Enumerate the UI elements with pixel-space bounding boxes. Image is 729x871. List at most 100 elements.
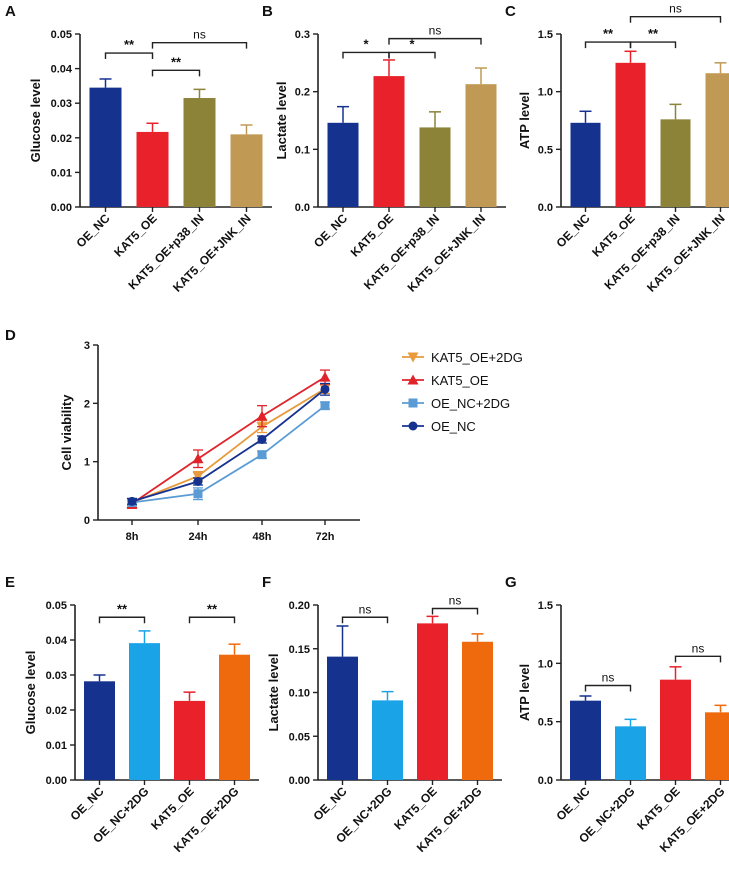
bar — [89, 87, 122, 207]
panel-label: F — [262, 574, 271, 591]
y-tick-label: 0 — [84, 515, 90, 527]
significance-label: ns — [669, 2, 682, 16]
chart-panel-a: A 0.00 0.01 0.02 0.03 0.04 0.05 Glucose level OE… — [5, 3, 272, 295]
legend-label: OE_NC — [431, 419, 476, 434]
legend-label: KAT5_OE+2DG — [431, 350, 523, 365]
bar — [465, 84, 497, 207]
y-tick-label: 0.01 — [46, 740, 67, 752]
bar — [174, 700, 205, 780]
series-marker — [257, 450, 267, 460]
significance-bracket — [151, 41, 248, 49]
series-marker — [256, 410, 268, 421]
chart-panel-d: D 0 1 2 3 Cell viability 8h 24h 48h 72h KAT5_OE+2D… — [5, 327, 523, 543]
significance-bracket — [584, 41, 632, 49]
y-tick-label: 1.0 — [538, 87, 553, 99]
bar — [373, 76, 405, 207]
series-line — [131, 404, 326, 504]
x-tick-label: OE_NC — [73, 211, 112, 250]
series-marker — [320, 401, 330, 411]
series-marker — [192, 471, 204, 482]
x-tick-label: 24h — [189, 531, 208, 543]
x-tick-label: KAT5_OE+JNK_IN — [405, 211, 489, 295]
significance-label: ** — [171, 54, 182, 69]
y-tick-label: 1.5 — [538, 29, 553, 41]
y-tick-label: 0.0 — [538, 775, 553, 787]
significance-label: ns — [602, 671, 615, 685]
x-tick-label: OE_NC — [553, 211, 592, 250]
y-tick-label: 0.05 — [46, 600, 67, 612]
x-tick-label: KAT5_OE+p38_IN — [601, 211, 682, 292]
y-tick-label: 0.00 — [46, 775, 67, 787]
y-axis-label: Lactate level — [274, 81, 289, 159]
significance-bracket — [388, 37, 482, 45]
y-tick-label: 0.02 — [46, 705, 67, 717]
series-marker — [127, 496, 137, 506]
series-marker — [192, 453, 204, 464]
legend-item: OE_NC — [402, 419, 476, 434]
y-tick-label: 0.2 — [295, 87, 310, 99]
bar — [183, 98, 216, 207]
significance-bracket — [674, 655, 722, 663]
y-axis-label: Glucose level — [23, 651, 38, 735]
y-tick-label: 1.0 — [538, 658, 553, 670]
bar — [615, 62, 646, 208]
series-marker — [257, 435, 267, 444]
y-axis-label: ATP level — [517, 664, 532, 721]
x-tick-label: 8h — [126, 531, 139, 543]
y-tick-label: 1.5 — [538, 600, 553, 612]
bar — [219, 654, 250, 780]
panel-label: G — [505, 574, 517, 591]
panel-label: E — [5, 574, 15, 591]
significance-label: ** — [603, 26, 614, 41]
panel-label: C — [505, 3, 516, 20]
series-marker — [319, 371, 331, 382]
panel-label: A — [5, 3, 16, 20]
panel-label: D — [5, 327, 16, 344]
y-tick-label: 0.5 — [538, 144, 553, 156]
bar — [705, 712, 729, 780]
series-kat5-oe-2dg — [126, 383, 331, 508]
y-axis-label: ATP level — [517, 92, 532, 149]
series-marker — [320, 384, 330, 394]
bar — [660, 119, 691, 207]
y-tick-label: 0.01 — [51, 167, 72, 179]
bar — [372, 700, 403, 780]
series-marker — [407, 374, 419, 385]
significance-label: ** — [117, 601, 128, 616]
bar — [570, 122, 601, 207]
y-tick-label: 0.04 — [46, 635, 68, 647]
bar — [462, 641, 493, 780]
series-kat5-oe — [126, 369, 331, 509]
legend-label: OE_NC+2DG — [431, 396, 510, 411]
bar — [705, 73, 729, 207]
significance-bracket — [341, 616, 389, 624]
bar — [419, 127, 451, 207]
series-oe-nc-2dg — [127, 401, 330, 507]
y-tick-label: 1 — [84, 457, 90, 469]
x-tick-label: KAT5_OE+JNK_IN — [644, 211, 728, 295]
x-tick-label: KAT5_OE+JNK_IN — [170, 211, 254, 295]
bar — [129, 643, 160, 780]
series-line — [131, 388, 326, 503]
x-tick-label: OE_NC — [553, 784, 592, 823]
bar — [570, 700, 601, 780]
series-marker — [407, 352, 419, 363]
significance-bracket — [188, 616, 236, 624]
significance-label: ns — [692, 641, 705, 655]
significance-label: ** — [648, 26, 659, 41]
y-tick-label: 0.05 — [289, 731, 310, 743]
bar — [417, 623, 448, 780]
significance-label: * — [409, 36, 415, 51]
x-tick-label: 48h — [253, 531, 272, 543]
y-tick-label: 0.05 — [51, 29, 72, 41]
y-tick-label: 0.5 — [538, 717, 553, 729]
bar — [615, 726, 646, 780]
significance-bracket — [98, 616, 146, 624]
y-tick-label: 0.1 — [295, 144, 310, 156]
y-axis-label: Lactate level — [266, 653, 281, 731]
x-tick-label: OE_NC — [310, 784, 349, 823]
significance-bracket — [104, 52, 154, 60]
significance-label: ns — [359, 602, 372, 616]
